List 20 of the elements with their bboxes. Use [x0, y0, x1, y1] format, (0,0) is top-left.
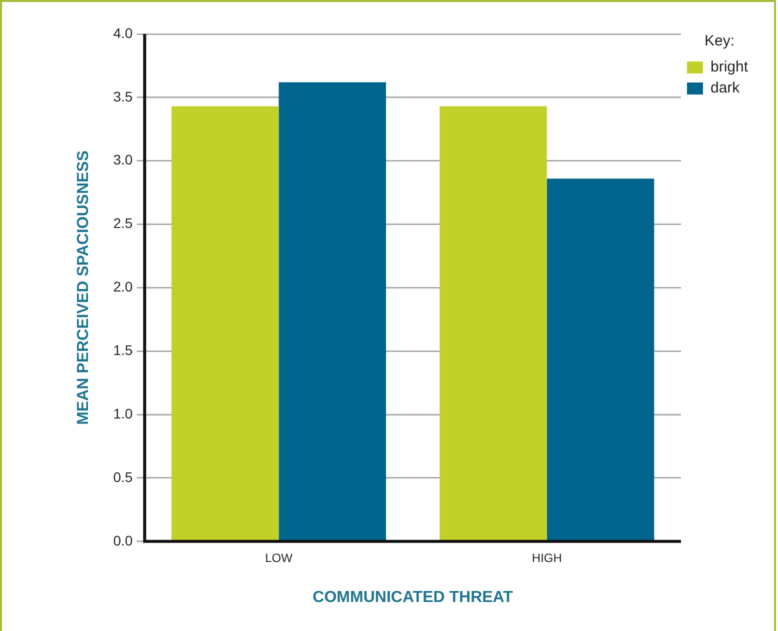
y-tick-label: 4.0 — [113, 24, 133, 41]
y-tick-label: 1.0 — [113, 405, 133, 422]
y-tick-label: 0.0 — [113, 532, 133, 548]
y-tick-label: 1.5 — [113, 342, 133, 358]
legend-label: bright — [710, 58, 749, 76]
x-tick-label: LOW — [265, 550, 294, 565]
y-tick-label: 2.5 — [113, 215, 133, 232]
bar — [546, 178, 654, 541]
bar — [440, 106, 547, 541]
y-tick-label: 3.0 — [113, 152, 133, 168]
y-axis-title: MEAN PERCEIVED SPACIOUSNESS — [75, 150, 92, 425]
y-tick-label: 0.5 — [113, 468, 133, 485]
y-tick-label: 2.0 — [113, 278, 133, 295]
bar — [171, 106, 279, 541]
legend-label: dark — [710, 80, 740, 97]
legend-title: Key: — [704, 32, 734, 50]
y-tick-label: 3.5 — [113, 88, 133, 104]
x-tick-label: HIGH — [532, 550, 562, 565]
bar — [278, 82, 386, 541]
x-axis-title: COMMUNICATED THREAT — [312, 588, 514, 606]
